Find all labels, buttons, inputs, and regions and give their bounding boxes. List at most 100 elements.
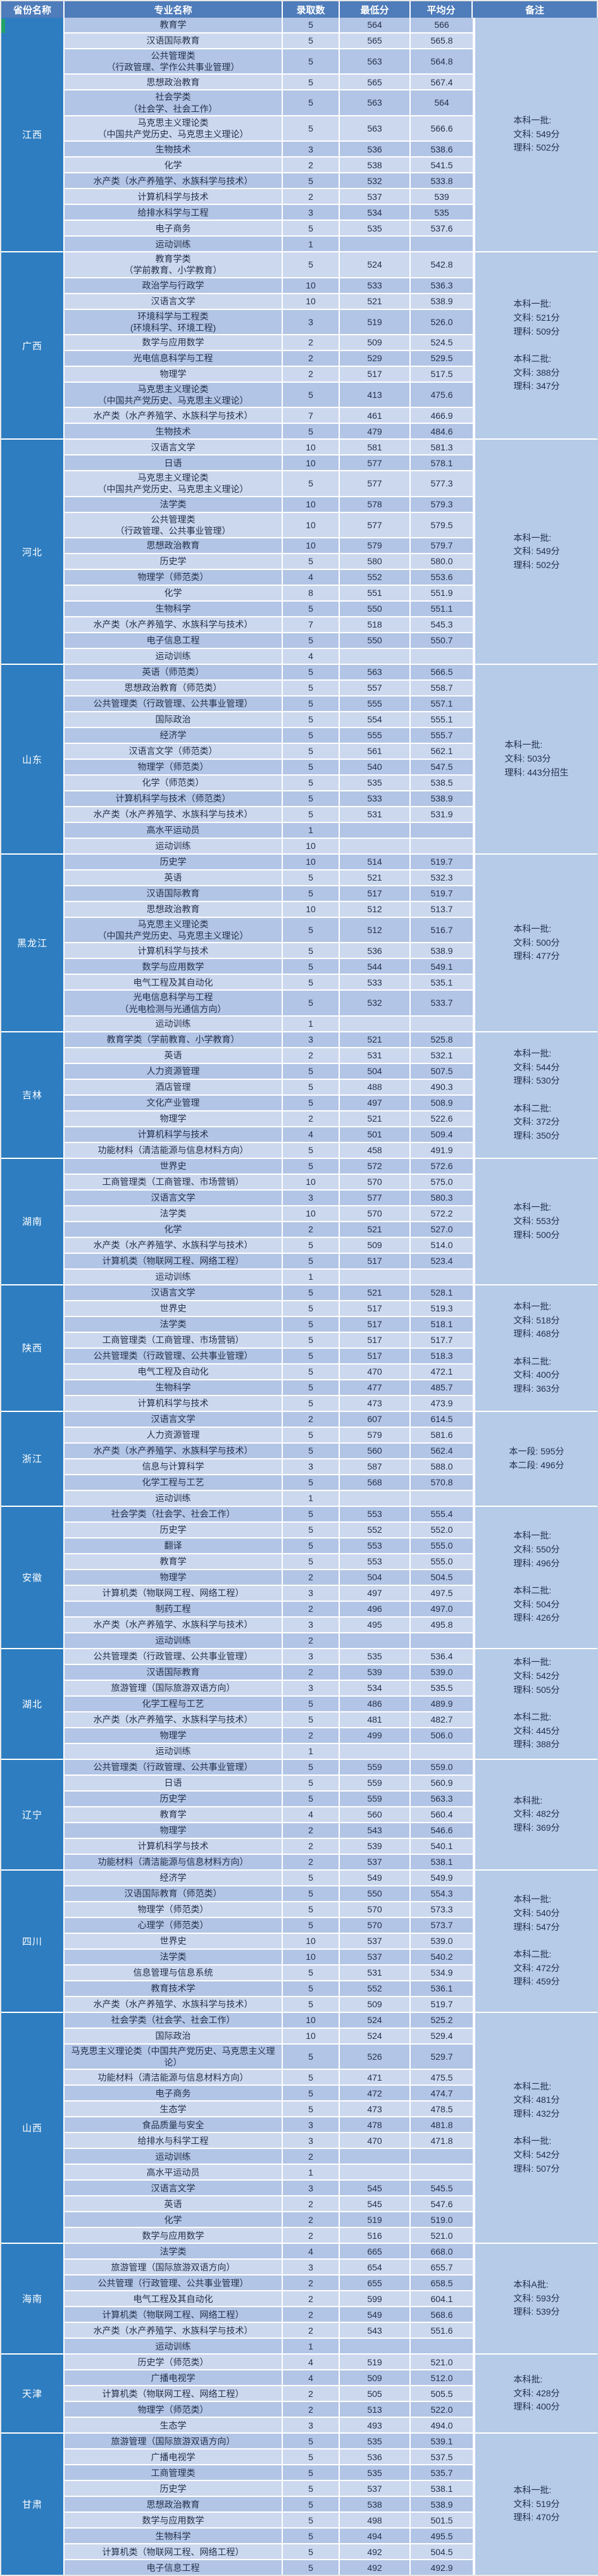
count-cell: 5 <box>283 665 340 679</box>
header-remark: 备注 <box>525 4 544 16</box>
major-cell: 化学 <box>65 586 283 600</box>
count-cell: 5 <box>283 975 340 990</box>
table-row: 国际政治 5 554 555.1 <box>65 712 474 728</box>
min-score-cell: 536 <box>340 2449 411 2465</box>
count-cell: 5 <box>283 1475 340 1490</box>
avg-score-cell: 504.5 <box>411 1570 473 1585</box>
table-row: 水产类（水产养殖学、水族科学与技术） 5 509 514.0 <box>65 1237 474 1254</box>
major-cell: 化学（师范类） <box>65 776 283 790</box>
count-cell: 5 <box>283 870 340 885</box>
count-cell: 5 <box>283 1870 340 1885</box>
count-cell: 5 <box>283 1696 340 1711</box>
table-row: 计算机类（物联网工程、网络工程） 5 492 504.5 <box>65 2544 474 2561</box>
min-score-cell: 580 <box>340 554 411 569</box>
province-group: 天津 历史学（师范类） 4 519 521.0 广播电视学 4 509 512.0 计算机类（物联… <box>1 2353 598 2433</box>
table-row: 物理学 2 543 546.6 <box>65 1823 474 1839</box>
count-cell: 2 <box>283 2149 340 2164</box>
table-row: 数学与应用数学 2 516 521.0 <box>65 2228 474 2243</box>
avg-score-cell: 512.0 <box>411 2370 473 2386</box>
remark-cell: 本科一批: 文科: 500分 理科: 477分 <box>474 855 598 1031</box>
major-cell: 历史学（师范类） <box>65 2355 283 2370</box>
avg-score-cell: 572.6 <box>411 1158 473 1173</box>
major-cell: 历史学 <box>65 554 283 569</box>
count-cell: 5 <box>283 1301 340 1316</box>
count-cell: 4 <box>283 2355 340 2370</box>
count-cell: 5 <box>283 34 340 48</box>
major-cell: 世界史 <box>65 1301 283 1316</box>
min-score-cell: 471 <box>340 2070 411 2085</box>
avg-score-cell: 475.5 <box>411 2070 473 2085</box>
count-cell: 1 <box>283 237 340 252</box>
major-cell: 计算机类（物联网工程、网络工程） <box>65 1585 283 1601</box>
major-cell: 电子商务 <box>65 2086 283 2101</box>
count-cell: 5 <box>283 252 340 277</box>
major-cell: 历史学 <box>65 1522 283 1537</box>
avg-score-cell: 551.6 <box>411 2323 473 2338</box>
min-score-cell: 473 <box>340 2102 411 2117</box>
count-cell: 5 <box>283 2434 340 2449</box>
table-row: 日语 5 559 560.9 <box>65 1775 474 1792</box>
min-score-cell <box>340 2149 411 2164</box>
avg-score-cell: 566.6 <box>411 116 473 141</box>
table-row: 物理学 2 499 506.0 <box>65 1728 474 1744</box>
min-score-cell <box>340 823 411 838</box>
min-score-cell: 524 <box>340 2028 411 2043</box>
green-accent-mark <box>1 19 5 33</box>
table-row: 功能材料（清洁能源与信息材料方向） 2 537 538.1 <box>65 1854 474 1869</box>
count-cell: 5 <box>283 2529 340 2544</box>
remark-cell: 本科一批: 文科: 550分 理科: 496分 本科二批: 文科: 504分 理… <box>474 1506 598 1648</box>
table-row: 历史学（师范类） 4 519 521.0 <box>65 2355 474 2371</box>
avg-score-cell: 668.0 <box>411 2244 473 2259</box>
min-score-cell: 560 <box>340 1443 411 1458</box>
avg-score-cell: 522.6 <box>411 1111 473 1126</box>
min-score-cell: 505 <box>340 2386 411 2401</box>
table-row: 计算机科学与技术 5 536 538.9 <box>65 943 474 960</box>
avg-score-cell: 562.4 <box>411 1443 473 1458</box>
min-score-cell: 519 <box>340 2355 411 2370</box>
count-cell: 10 <box>283 440 340 455</box>
avg-score-cell: 529.7 <box>411 2044 473 2069</box>
major-cell: 人力资源管理 <box>65 1063 283 1079</box>
avg-score-cell: 535.5 <box>411 1680 473 1695</box>
count-cell: 5 <box>283 1886 340 1901</box>
avg-score-cell: 538.9 <box>411 294 473 309</box>
count-cell: 5 <box>283 221 340 236</box>
table-row: 公共管理（行政管理、公共事业管理） 2 655 658.5 <box>65 2276 474 2292</box>
table-row: 法学类 10 570 572.2 <box>65 1206 474 1222</box>
min-score-cell: 470 <box>340 1364 411 1379</box>
province-rows: 教育学 5 564 566 汉语国际教育 5 565 565.8 公共管理类 （行政管理、学作公… <box>65 18 474 252</box>
avg-score-cell: 550.7 <box>411 633 473 648</box>
avg-score-cell: 538.9 <box>411 943 473 958</box>
table-row: 水产类（水产养殖学、水族科学与技术） 5 481 482.7 <box>65 1712 474 1728</box>
table-row: 旅游管理（国际旅游双语方向） 3 534 535.5 <box>65 1680 474 1697</box>
table-row: 水产类（水产养殖学、水族科学与技术） 5 532 533.8 <box>65 173 474 190</box>
min-score-cell: 531 <box>340 807 411 822</box>
major-cell: 英语（师范类） <box>65 665 283 679</box>
min-score-cell <box>340 1743 411 1759</box>
avg-score-cell: 537.5 <box>411 2449 473 2465</box>
province-group: 湖南 世界史 5 572 572.6 工商管理类（工商管理、市场营销） 10 570 575.0… <box>1 1157 598 1284</box>
min-score-cell: 534 <box>340 205 411 220</box>
major-cell: 水产类（水产养殖学、水族科学与技术） <box>65 617 283 632</box>
remark-cell: 本科一批: 文科: 553分 理科: 500分 <box>474 1158 598 1284</box>
major-cell: 计算机科学与技术 <box>65 1396 283 1411</box>
count-cell: 3 <box>283 2117 340 2133</box>
min-score-cell: 607 <box>340 1411 411 1427</box>
table-row: 物理学 2 517 517.5 <box>65 366 474 383</box>
remark-cell: 本科一批: 文科: 549分 理科: 502分 <box>474 440 598 664</box>
avg-score-cell: 501.5 <box>411 2513 473 2528</box>
count-cell: 2 <box>283 350 340 366</box>
major-cell: 运动训练 <box>65 2149 283 2164</box>
province-name: 吉林 <box>1 1032 65 1158</box>
table-row: 环境科学与工程类 (环境科学、环境工程) 3 519 526.0 <box>65 309 474 335</box>
province-name: 河北 <box>1 440 65 664</box>
major-cell: 马克思主义理论类 （中国共产党历史、马克思主义理论） <box>65 382 283 407</box>
min-score-cell: 563 <box>340 116 411 141</box>
table-row: 电子信息工程 5 550 550.7 <box>65 633 474 649</box>
count-cell: 5 <box>283 681 340 695</box>
major-cell: 法学类 <box>65 497 283 512</box>
major-cell: 国际政治 <box>65 2028 283 2043</box>
avg-score-cell: 555.0 <box>411 1554 473 1569</box>
province-group: 甘肃 旅游管理（国际旅游双语方向） 5 535 539.1 广播电视学 5 536 537.5 工… <box>1 2432 598 2575</box>
min-score-cell: 577 <box>340 512 411 537</box>
